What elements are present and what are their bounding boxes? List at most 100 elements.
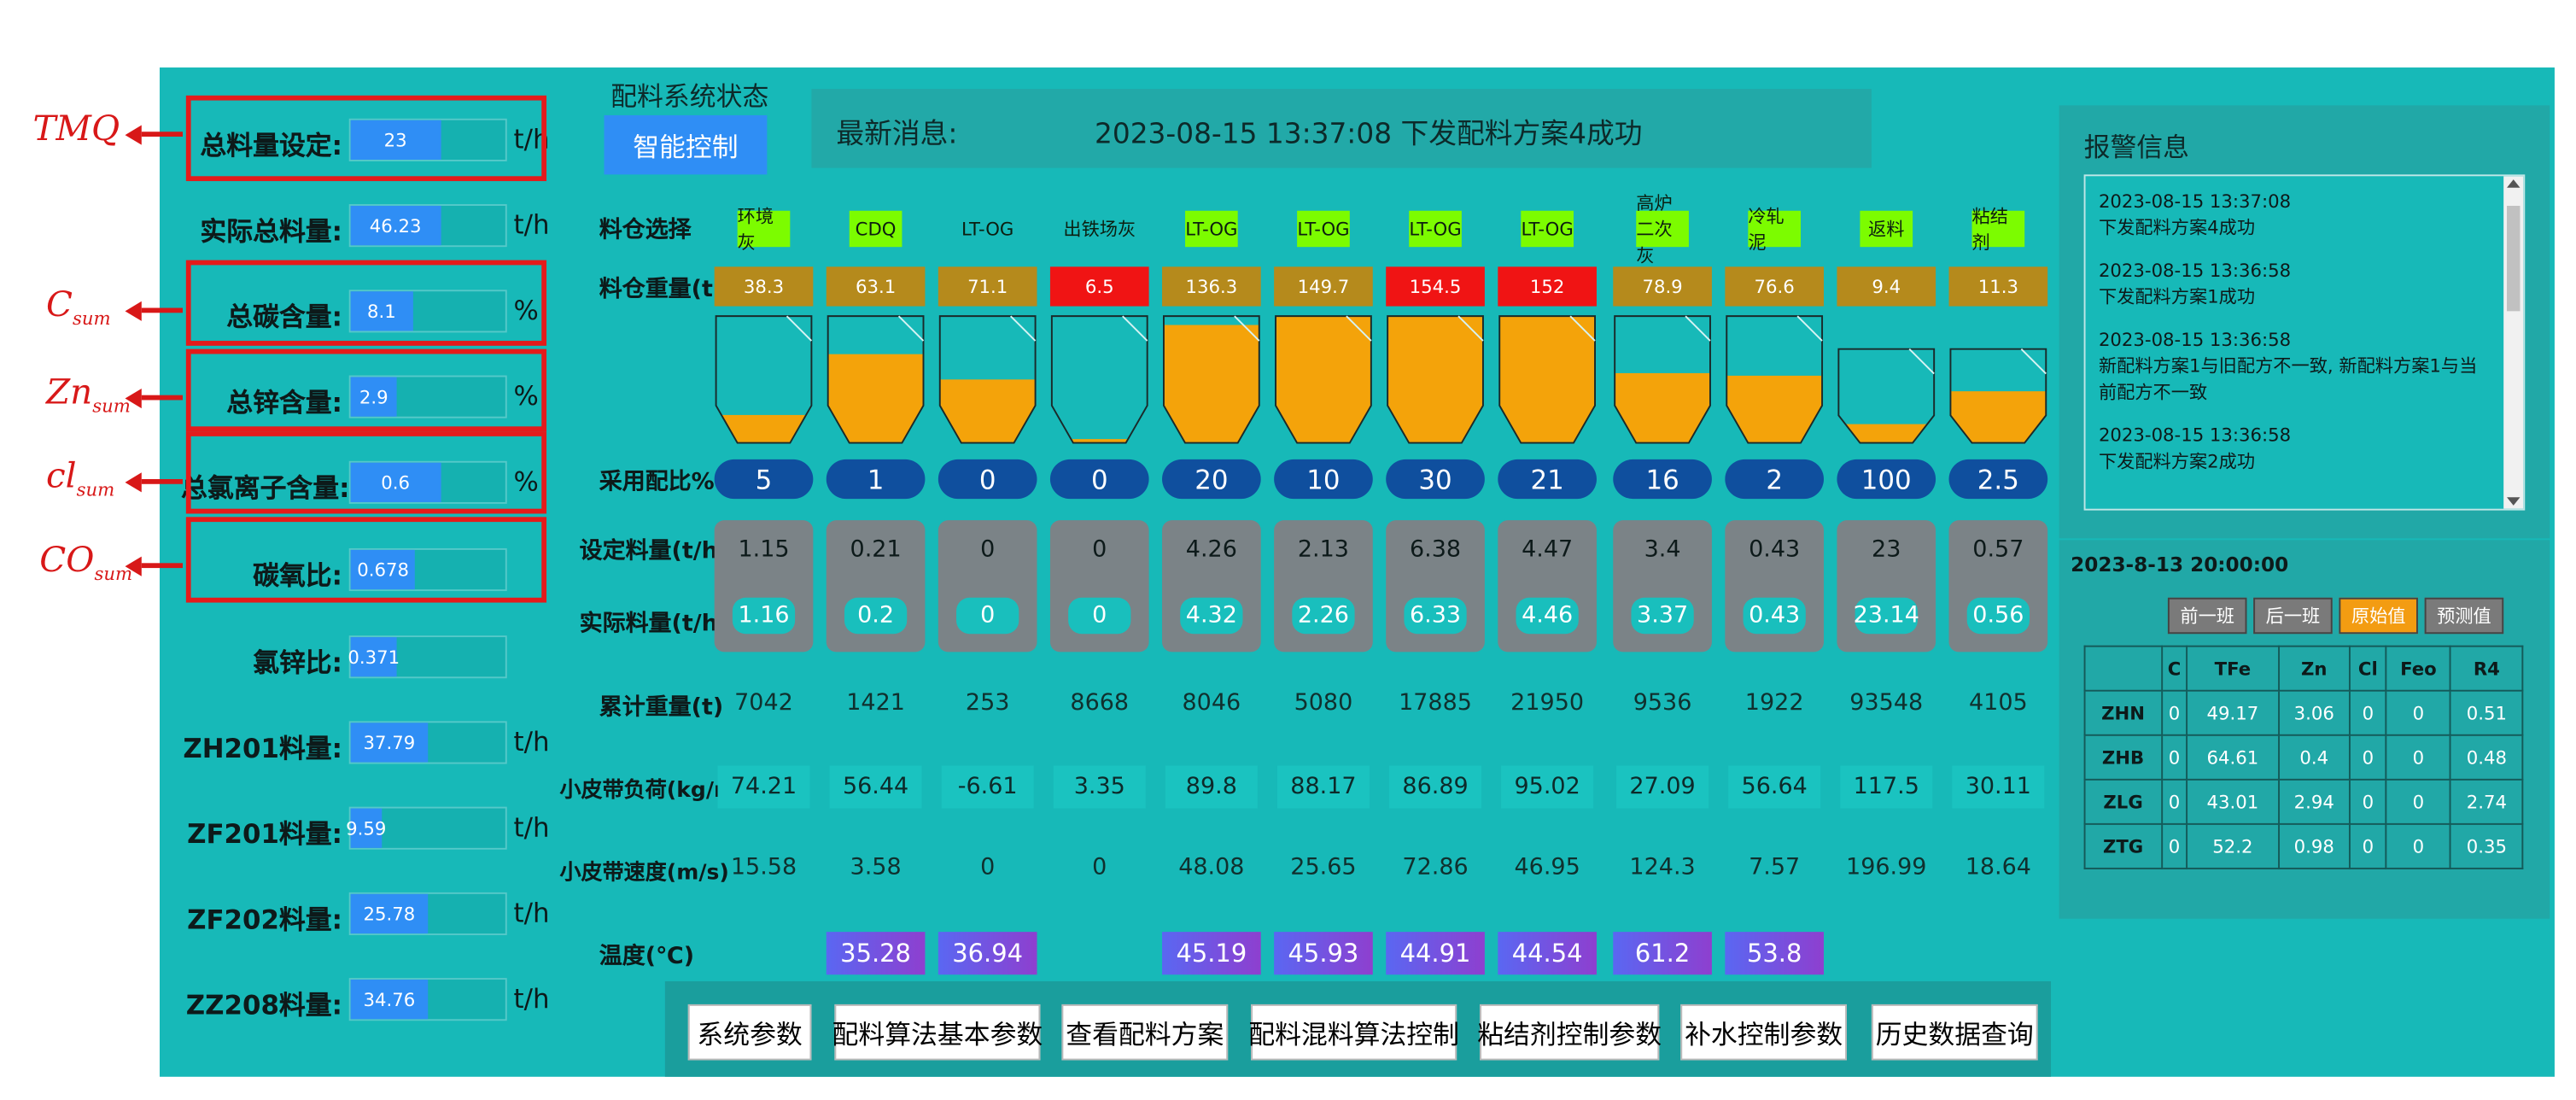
bin-outline bbox=[1498, 315, 1597, 444]
param-value: 9.59 bbox=[346, 808, 386, 848]
table-cell: 0 bbox=[2385, 689, 2452, 736]
bin-name[interactable]: LT-OG bbox=[1521, 210, 1574, 248]
bin-weight: 71.1 bbox=[938, 266, 1037, 307]
bin-set-flow: 1.15 bbox=[738, 536, 790, 564]
bin-hopper bbox=[1837, 348, 1936, 444]
param-unit: t/h bbox=[513, 897, 550, 929]
bin-ratio[interactable]: 0 bbox=[1049, 459, 1149, 500]
bin-ratio[interactable]: 2.5 bbox=[1948, 459, 2048, 500]
param-unit: t/h bbox=[513, 982, 550, 1015]
bin-temperature: 53.8 bbox=[1725, 932, 1825, 975]
param-progress-bar: 8.1 bbox=[348, 290, 507, 333]
bin-outline bbox=[1050, 315, 1148, 444]
annotation-main: Zn bbox=[45, 372, 93, 412]
bin-fill-level bbox=[1387, 316, 1483, 443]
param-value: 25.78 bbox=[350, 893, 429, 934]
bin-ratio[interactable]: 16 bbox=[1613, 459, 1712, 500]
table-header-cell: Zn bbox=[2277, 645, 2351, 692]
annotation-sub: sum bbox=[72, 307, 111, 330]
bin-name[interactable]: LT-OG bbox=[1185, 210, 1238, 248]
table-cell: ZHN bbox=[2083, 689, 2163, 736]
row-label-temp: 温度(℃) bbox=[599, 943, 695, 970]
bin-name[interactable]: LT-OG bbox=[961, 218, 1014, 240]
shift-tab[interactable]: 后一班 bbox=[2253, 597, 2333, 635]
smart-control-button[interactable]: 智能控制 bbox=[604, 114, 768, 175]
bin-actual-flow: 23.14 bbox=[1854, 597, 1919, 635]
bin-outline bbox=[827, 315, 925, 444]
alarm-time: 2023-08-15 13:37:08 bbox=[2098, 190, 2292, 213]
annotation-main: CO bbox=[39, 540, 95, 580]
bin-name[interactable]: LT-OG bbox=[1409, 210, 1462, 248]
bin-belt-load: 30.11 bbox=[1952, 765, 2045, 809]
bin-name[interactable]: 高炉二次灰 bbox=[1636, 193, 1689, 266]
bin-hopper bbox=[1614, 315, 1711, 444]
bin-fill-level bbox=[1276, 316, 1371, 443]
scroll-down-icon[interactable] bbox=[2507, 497, 2521, 506]
bin-name[interactable]: 冷轧泥 bbox=[1748, 206, 1802, 254]
bin-ratio[interactable]: 0 bbox=[938, 459, 1037, 500]
param-value: 23 bbox=[350, 120, 441, 160]
shift-tab[interactable]: 预测值 bbox=[2424, 597, 2504, 635]
bin-set-flow: 4.26 bbox=[1185, 536, 1237, 564]
annotation-label: Znsum bbox=[46, 372, 131, 417]
bin-name[interactable]: 出铁场灰 bbox=[1063, 219, 1136, 241]
bin-ratio[interactable]: 5 bbox=[714, 459, 814, 500]
bin-ratio[interactable]: 100 bbox=[1837, 459, 1936, 500]
function-button[interactable]: 补水控制参数 bbox=[1680, 1003, 1847, 1061]
bin-belt-speed: 15.58 bbox=[730, 854, 797, 881]
bin-fill-level bbox=[1950, 391, 2047, 443]
bin-ratio[interactable]: 2 bbox=[1725, 459, 1825, 500]
bin-name[interactable]: 环境灰 bbox=[737, 206, 791, 254]
function-button[interactable]: 配料算法基本参数 bbox=[832, 1003, 1043, 1061]
table-cell: ZHB bbox=[2083, 734, 2163, 781]
function-button[interactable]: 查看配料方案 bbox=[1061, 1003, 1229, 1061]
function-button[interactable]: 配料混料算法控制 bbox=[1248, 1003, 1459, 1061]
bin-cumulative-weight: 93548 bbox=[1849, 689, 1924, 717]
param-unit: t/h bbox=[513, 208, 550, 241]
bin-ratio[interactable]: 21 bbox=[1498, 459, 1597, 500]
bin-highlight-line bbox=[1457, 315, 1484, 342]
table-row: ZHB 0 64.61 0.4 0 0 0.48 bbox=[2083, 734, 2524, 781]
function-button[interactable]: 系统参数 bbox=[687, 1003, 812, 1061]
scroll-up-icon[interactable] bbox=[2507, 179, 2521, 188]
bin-belt-speed: 72.86 bbox=[1402, 854, 1469, 881]
bin-cumulative-weight: 7042 bbox=[734, 689, 793, 717]
bin-belt-load: 56.64 bbox=[1728, 765, 1821, 809]
alarm-time: 2023-08-15 13:36:58 bbox=[2098, 260, 2292, 282]
table-header-cell: Feo bbox=[2385, 645, 2452, 692]
bin-weight: 11.3 bbox=[1948, 266, 2048, 307]
bin-name[interactable]: 粘结剂 bbox=[1971, 206, 2025, 254]
shift-tab[interactable]: 前一班 bbox=[2167, 597, 2247, 635]
bin-belt-load: 3.35 bbox=[1053, 765, 1146, 809]
bin-belt-load: 88.17 bbox=[1276, 765, 1370, 809]
table-cell: 0.48 bbox=[2450, 734, 2524, 781]
bin-actual-flow: 0.2 bbox=[844, 597, 908, 635]
bin-actual-flow: 6.33 bbox=[1404, 597, 1467, 635]
bin-name[interactable]: LT-OG bbox=[1297, 210, 1350, 248]
param-label: 氯锌比: bbox=[253, 647, 342, 679]
bin-weight: 38.3 bbox=[714, 266, 814, 307]
bin-ratio[interactable]: 20 bbox=[1162, 459, 1261, 500]
function-button[interactable]: 历史数据查询 bbox=[1871, 1003, 2038, 1061]
bin-outline bbox=[1949, 348, 2047, 444]
bin-name[interactable]: 返料 bbox=[1860, 210, 1913, 248]
param-progress-bar: 23 bbox=[348, 118, 507, 161]
bin-name[interactable]: CDQ bbox=[849, 210, 902, 248]
bin-set-flow: 0.43 bbox=[1749, 536, 1801, 564]
bin-belt-speed: 0 bbox=[980, 854, 996, 881]
param-progress-bar: 46.23 bbox=[348, 204, 507, 248]
alarm-scrollbar[interactable] bbox=[2503, 176, 2524, 509]
bin-ratio[interactable]: 30 bbox=[1386, 459, 1485, 500]
alarm-list[interactable]: 2023-08-15 13:37:08 下发配料方案4成功 2023-08-15 1… bbox=[2083, 174, 2526, 511]
bin-ratio[interactable]: 10 bbox=[1274, 459, 1373, 500]
bin-outline bbox=[1614, 315, 1711, 444]
highlight-box bbox=[185, 95, 547, 182]
bin-fill-level bbox=[939, 379, 1036, 443]
bin-ratio[interactable]: 1 bbox=[826, 459, 926, 500]
annotation-sub: sum bbox=[92, 395, 131, 418]
scroll-thumb[interactable] bbox=[2507, 205, 2521, 312]
param-value: 0.371 bbox=[348, 637, 400, 677]
table-row: ZHN 0 49.17 3.06 0 0 0.51 bbox=[2083, 689, 2524, 736]
shift-tab[interactable]: 原始值 bbox=[2339, 597, 2418, 635]
function-button[interactable]: 粘结剂控制参数 bbox=[1477, 1003, 1662, 1061]
